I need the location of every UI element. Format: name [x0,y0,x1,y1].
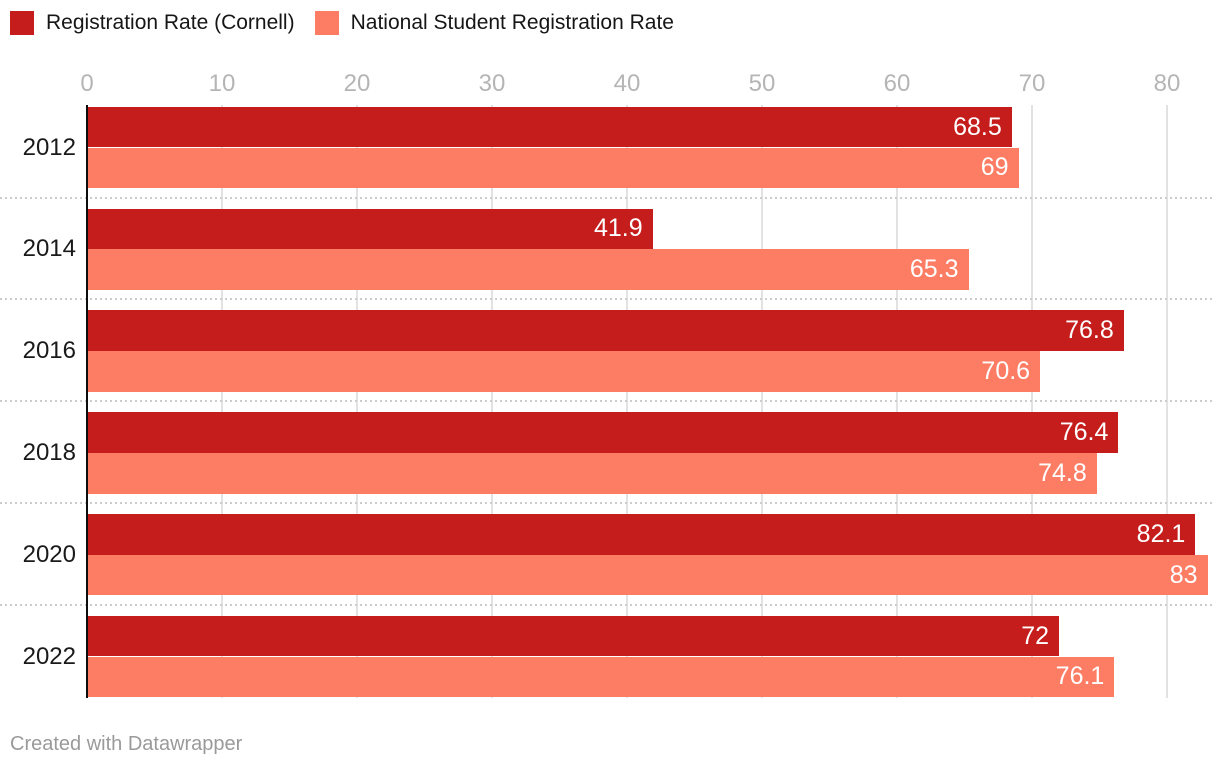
bar-value-label: 76.8 [1065,316,1114,345]
bar-2012-national: 69 [87,147,1019,189]
legend: Registration Rate (Cornell) National Stu… [10,11,674,35]
legend-item-cornell: Registration Rate (Cornell) [10,11,295,35]
bar-2014-cornell: 41.9 [87,208,653,250]
category-label-2016: 2016 [22,337,76,365]
x-axis-tick-70: 70 [1018,70,1046,97]
legend-label-cornell: Registration Rate (Cornell) [46,11,295,34]
bar-2016-cornell: 76.8 [87,310,1124,352]
legend-label-national: National Student Registration Rate [350,11,674,34]
row-separator [0,196,1212,199]
bar-value-label: 76.1 [1055,662,1105,691]
row-separator [0,400,1212,403]
bar-2020-cornell: 82.1 [87,514,1196,555]
row-separator [0,298,1212,301]
category-label-2022: 2022 [22,642,76,670]
category-label-2020: 2020 [22,540,76,568]
bar-value-label: 82.1 [1136,519,1186,548]
bar-2014-national: 65.3 [87,249,969,290]
bar-value-label: 41.9 [593,214,643,243]
x-axis-tick-60: 60 [883,70,911,97]
row-separator [0,603,1212,606]
bar-value-label: 76.4 [1059,418,1109,447]
bar-value-label: 72 [1021,621,1049,650]
bar-value-label: 65.3 [909,255,959,284]
bar-2012-cornell: 68.5 [87,106,1012,148]
legend-item-national: National Student Registration Rate [314,11,674,35]
bar-2020-national: 83 [87,554,1208,596]
row-separator [0,502,1212,504]
x-axis-tick-0: 0 [80,70,94,97]
bar-value-label: 70.6 [981,356,1031,385]
x-axis-tick-80: 80 [1153,70,1181,97]
category-label-2018: 2018 [22,438,76,466]
x-axis-tick-30: 30 [478,70,506,97]
x-axis-tick-20: 20 [343,70,371,97]
legend-swatch-national [314,11,339,35]
bar-2018-cornell: 76.4 [87,412,1119,453]
category-label-2012: 2012 [22,133,76,161]
datawrapper-credit-link[interactable]: Created with Datawrapper [10,733,243,755]
bar-2018-national: 74.8 [87,452,1097,494]
x-axis-tick-10: 10 [208,70,236,97]
category-label-2014: 2014 [22,235,76,263]
legend-swatch-cornell [10,11,34,35]
bar-value-label: 74.8 [1038,458,1087,487]
bar-value-label: 83 [1169,560,1198,589]
x-axis-tick-40: 40 [613,70,641,97]
bar-2016-national: 70.6 [87,351,1041,392]
bar-2022-cornell: 72 [87,615,1059,657]
y-axis-line [86,105,88,698]
x-axis-tick-50: 50 [748,70,776,97]
bar-2022-national: 76.1 [87,656,1115,698]
bar-value-label: 69 [980,153,1009,182]
bar-value-label: 68.5 [953,112,1002,141]
